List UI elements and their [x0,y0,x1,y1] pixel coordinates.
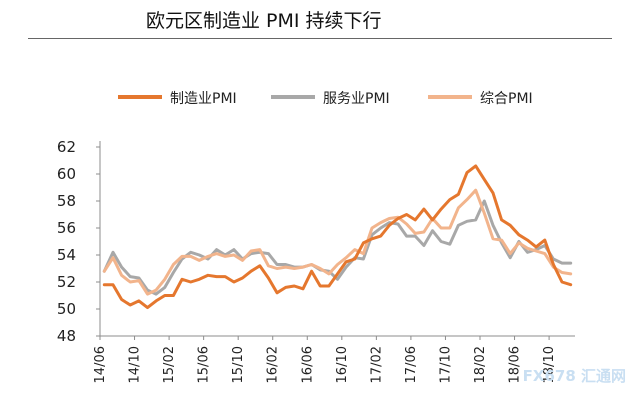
x-tick-label: 15/10 [231,346,246,383]
x-tick-label: 18/02 [473,346,488,383]
x-tick-label: 16/06 [300,346,315,383]
legend-label-2: 综合PMI [480,91,533,107]
x-tick-label: 14/10 [128,346,143,383]
legend-label-0: 制造业PMI [170,91,237,107]
watermark-logo: FX678 汇通网 [522,367,626,385]
x-tick-label: 17/10 [438,346,453,383]
x-tick-label: 18/10 [542,346,557,383]
x-tick-label: 17/06 [404,346,419,383]
y-tick-label: 56 [57,219,76,237]
x-tick-label: 15/06 [197,346,212,383]
y-tick-label: 62 [57,138,76,156]
title-divider [28,38,612,39]
y-tick-label: 52 [57,273,76,291]
chart-title: 欧元区制造业 PMI 持续下行 [146,10,382,32]
legend: 制造业PMI 服务业PMI 综合PMI [118,91,533,107]
y-tick-label: 54 [57,246,76,264]
y-tick-label: 58 [57,192,76,210]
x-tick-label: 16/02 [266,346,281,383]
y-tick-label: 50 [57,300,76,318]
chart-axes: 48 50 52 54 56 58 60 62 14/06 14/10 15/02 15/06 15/1… [57,138,575,383]
y-tick-label: 48 [57,327,76,345]
legend-label-1: 服务业PMI [323,91,390,107]
series-line-0 [102,164,573,310]
x-tick-label: 16/10 [335,346,350,383]
x-tick-label: 17/02 [369,346,384,383]
x-tick-label: 14/06 [93,346,108,383]
series-lines [102,164,573,310]
series-line-1 [102,199,573,296]
y-tick-label: 60 [57,165,76,183]
x-tick-label: 15/02 [162,346,177,383]
x-tick-label: 18/06 [508,346,523,383]
series-line-2 [102,188,573,296]
